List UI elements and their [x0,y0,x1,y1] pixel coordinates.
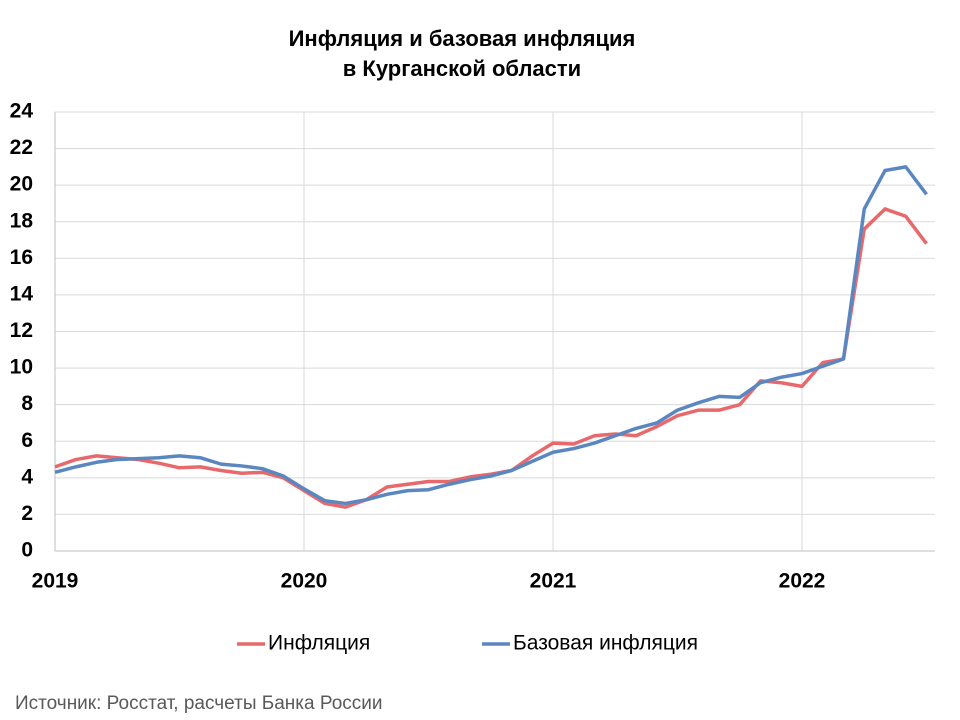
legend-label: Базовая инфляция [513,632,698,655]
y-tick-label: 10 [10,356,33,379]
y-tick-label: 20 [10,173,33,196]
x-tick-label: 2020 [281,570,328,593]
y-tick-label: 24 [10,100,34,123]
series-line [54,165,928,506]
legend-label: Инфляция [268,632,370,655]
y-tick-label: 2 [21,502,33,525]
x-tick-label: 2019 [32,570,79,593]
y-tick-label: 6 [21,429,33,452]
x-tick-label: 2022 [779,570,826,593]
source-note: Источник: Росстат, расчеты Банка России [15,693,383,714]
y-tick-label: 22 [10,136,33,159]
y-tick-label: 0 [21,539,33,562]
y-tick-label: 4 [21,465,33,488]
y-tick-label: 14 [10,282,34,305]
series-line [54,207,928,509]
chart-title: в Курганской области [343,56,581,81]
y-tick-label: 8 [21,392,33,415]
y-tick-label: 12 [10,319,33,342]
x-tick-label: 2021 [530,570,577,593]
y-tick-label: 18 [10,209,34,232]
y-tick-label: 16 [10,246,33,269]
chart-title: Инфляция и базовая инфляция [289,26,636,51]
